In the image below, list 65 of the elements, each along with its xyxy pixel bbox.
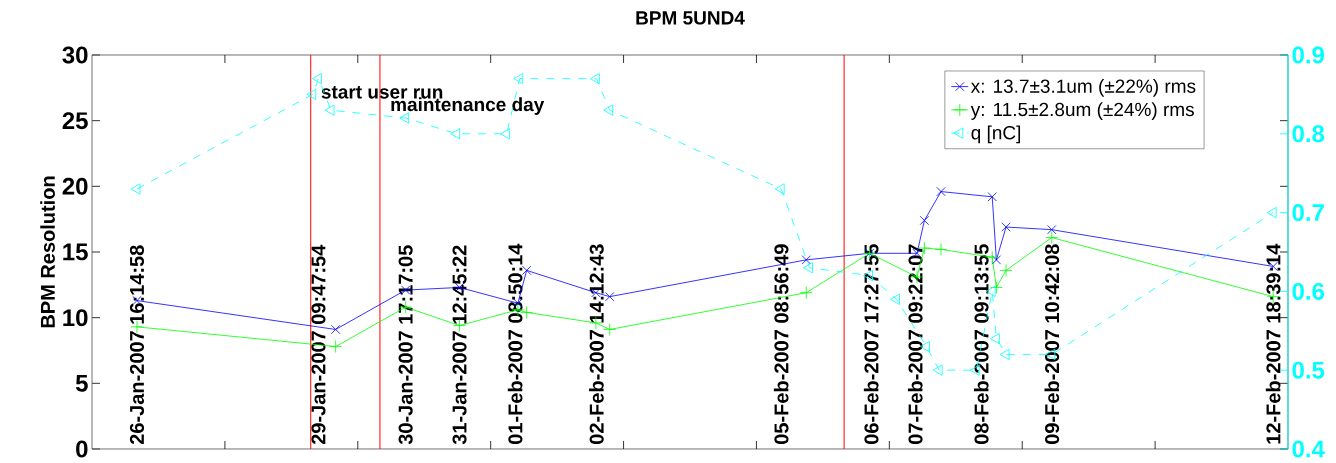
x-tick-label: 26-Jan-2007 16:14:58 — [129, 245, 145, 445]
x-tick-label: 05-Feb-2007 08:56:49 — [773, 244, 789, 444]
y2-tick-label: 0.4 — [1292, 440, 1325, 458]
point — [1045, 231, 1059, 244]
y2-tick-label: 0.9 — [1292, 46, 1324, 64]
y-axis-title: BPM Resolution — [40, 176, 55, 328]
point — [890, 293, 900, 305]
point — [130, 183, 141, 195]
x-tick-label: 01-Feb-2007 08:50:14 — [507, 243, 523, 444]
point — [999, 263, 1013, 277]
x-tick-label: 29-Jan-2007 09:47:54 — [311, 244, 326, 445]
point — [331, 324, 341, 335]
legend-label: y: 11.5±2.8um (±24%) rms — [970, 102, 1194, 120]
point — [399, 112, 410, 124]
chart-title: BPM 5UND4 — [636, 11, 745, 25]
legend-label: x: 13.7±3.1um (±22%) rms — [970, 78, 1196, 97]
point — [605, 292, 615, 302]
point — [799, 286, 813, 300]
x-tick-label: 02-Feb-2007 14:12:43 — [589, 244, 604, 444]
x-tick-label: 08-Feb-2007 09:13:55 — [973, 244, 989, 444]
point — [987, 192, 997, 202]
x-tick-label: 06-Feb-2007 17:27:55 — [863, 244, 879, 444]
y-tick-label: 15 — [63, 243, 88, 261]
point — [450, 128, 461, 140]
point — [589, 73, 600, 85]
point — [500, 128, 510, 140]
point — [324, 104, 335, 116]
x-tick-label: 30-Jan-2007 17:17:05 — [398, 245, 413, 445]
point — [1266, 207, 1277, 219]
y-tick-label: 0 — [76, 440, 88, 458]
point — [991, 255, 1002, 265]
point — [919, 215, 930, 226]
point — [801, 255, 811, 265]
legend-label: q [nC] — [971, 125, 1021, 144]
point — [1047, 225, 1057, 235]
y2-tick-label: 0.5 — [1292, 361, 1325, 379]
y-tick-label: 25 — [62, 112, 88, 130]
point — [1001, 222, 1011, 232]
point — [774, 183, 785, 195]
point — [936, 186, 946, 197]
point — [312, 73, 322, 85]
point — [329, 340, 343, 353]
y2-tick-label: 0.8 — [1292, 125, 1325, 143]
point — [603, 323, 617, 336]
y-tick-label: 10 — [63, 309, 88, 327]
y2-tick-label: 0.7 — [1292, 204, 1324, 222]
x-tick-label: 09-Feb-2007 10:42:08 — [1044, 244, 1060, 444]
point — [989, 281, 1003, 294]
point — [522, 265, 532, 276]
x-tick-label: 07-Feb-2007 09:22:07 — [907, 244, 923, 444]
y-tick-label: 20 — [62, 177, 88, 195]
point — [932, 364, 943, 376]
point — [513, 73, 524, 85]
point — [603, 104, 614, 116]
point — [999, 348, 1010, 361]
point — [934, 242, 948, 256]
x-tick-label: 31-Jan-2007 12:45:22 — [452, 245, 467, 445]
point — [306, 88, 317, 100]
y-tick-label: 5 — [75, 374, 88, 392]
y-tick-label: 30 — [62, 46, 88, 64]
point — [989, 333, 1000, 345]
x-tick-label: 12-Feb-2007 18:39:14 — [1265, 243, 1281, 444]
point — [803, 262, 813, 274]
ref-line-label: maintenance day — [391, 97, 545, 115]
y2-tick-label: 0.6 — [1292, 282, 1325, 300]
